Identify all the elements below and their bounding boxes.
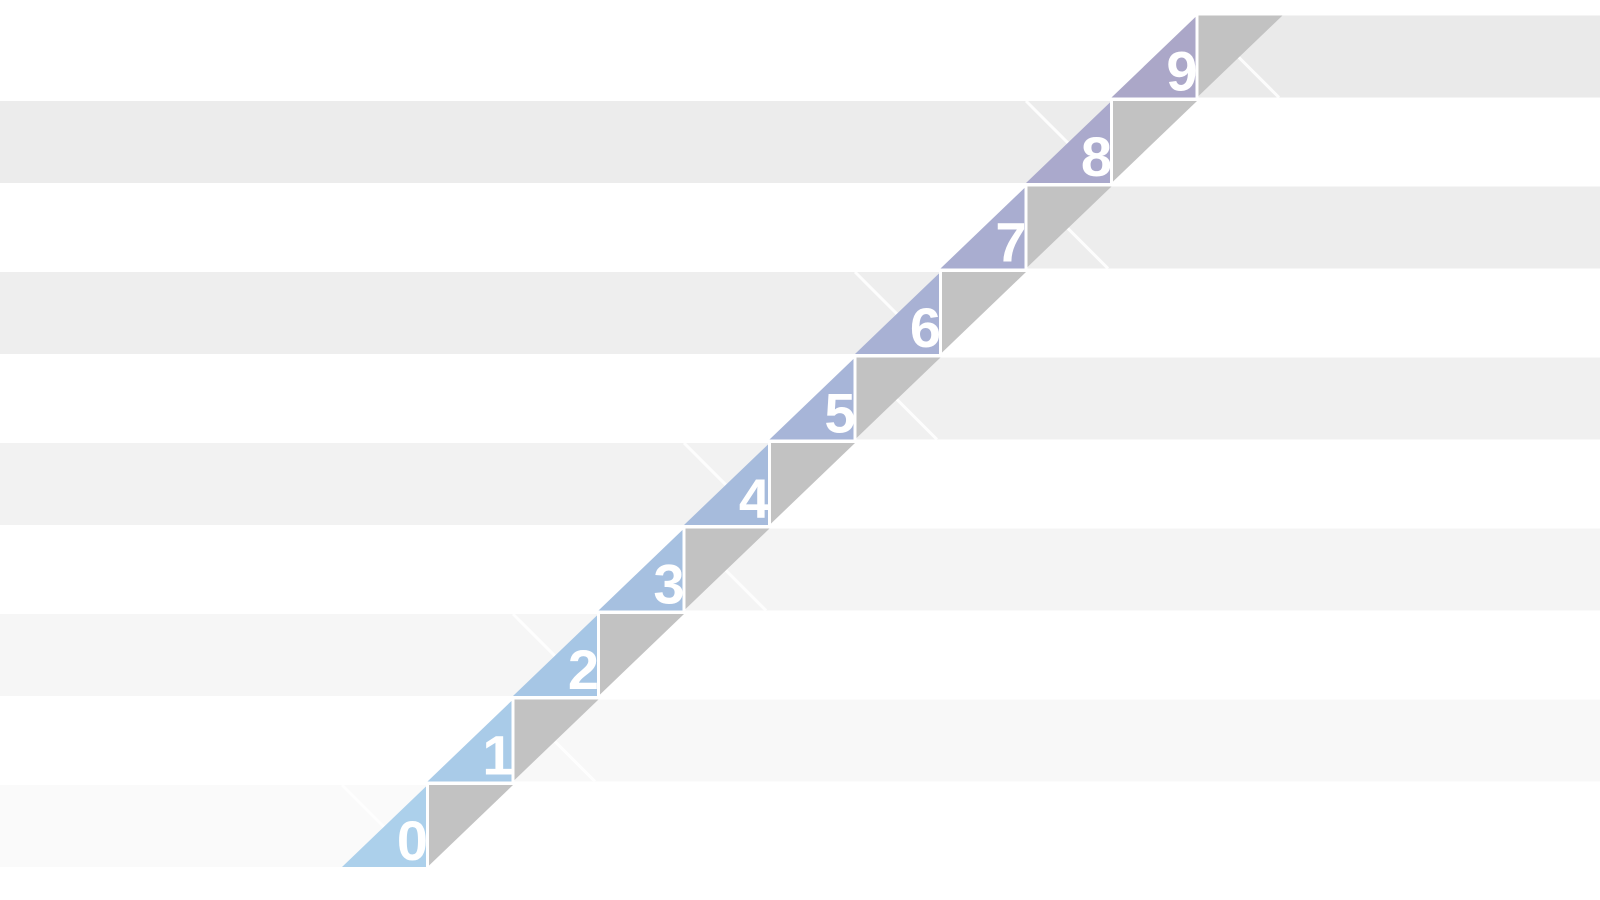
- shadow-triangle: [1112, 101, 1198, 183]
- background-band: [0, 101, 1112, 183]
- step-number-label: 3: [653, 553, 684, 616]
- step-number-label: 8: [1081, 125, 1112, 188]
- step-number-label: 5: [824, 382, 855, 445]
- background-band: [855, 358, 1600, 440]
- step-number-label: 1: [482, 724, 513, 787]
- background-band: [684, 529, 1600, 611]
- step-number-label: 9: [1166, 40, 1197, 103]
- shadow-triangle: [770, 443, 856, 525]
- shadow-triangle: [941, 272, 1027, 354]
- background-band: [0, 614, 599, 696]
- background-band: [1026, 187, 1600, 269]
- shadow-triangle: [428, 785, 514, 867]
- background-band: [513, 700, 1600, 782]
- step-number-label: 2: [568, 638, 599, 701]
- shadow-triangle: [599, 614, 685, 696]
- step-number-label: 4: [739, 467, 770, 530]
- step-number-label: 0: [397, 809, 428, 872]
- background-band: [0, 443, 770, 525]
- step-number-label: 6: [910, 296, 941, 359]
- background-band: [0, 272, 941, 354]
- step-number-label: 7: [995, 211, 1026, 274]
